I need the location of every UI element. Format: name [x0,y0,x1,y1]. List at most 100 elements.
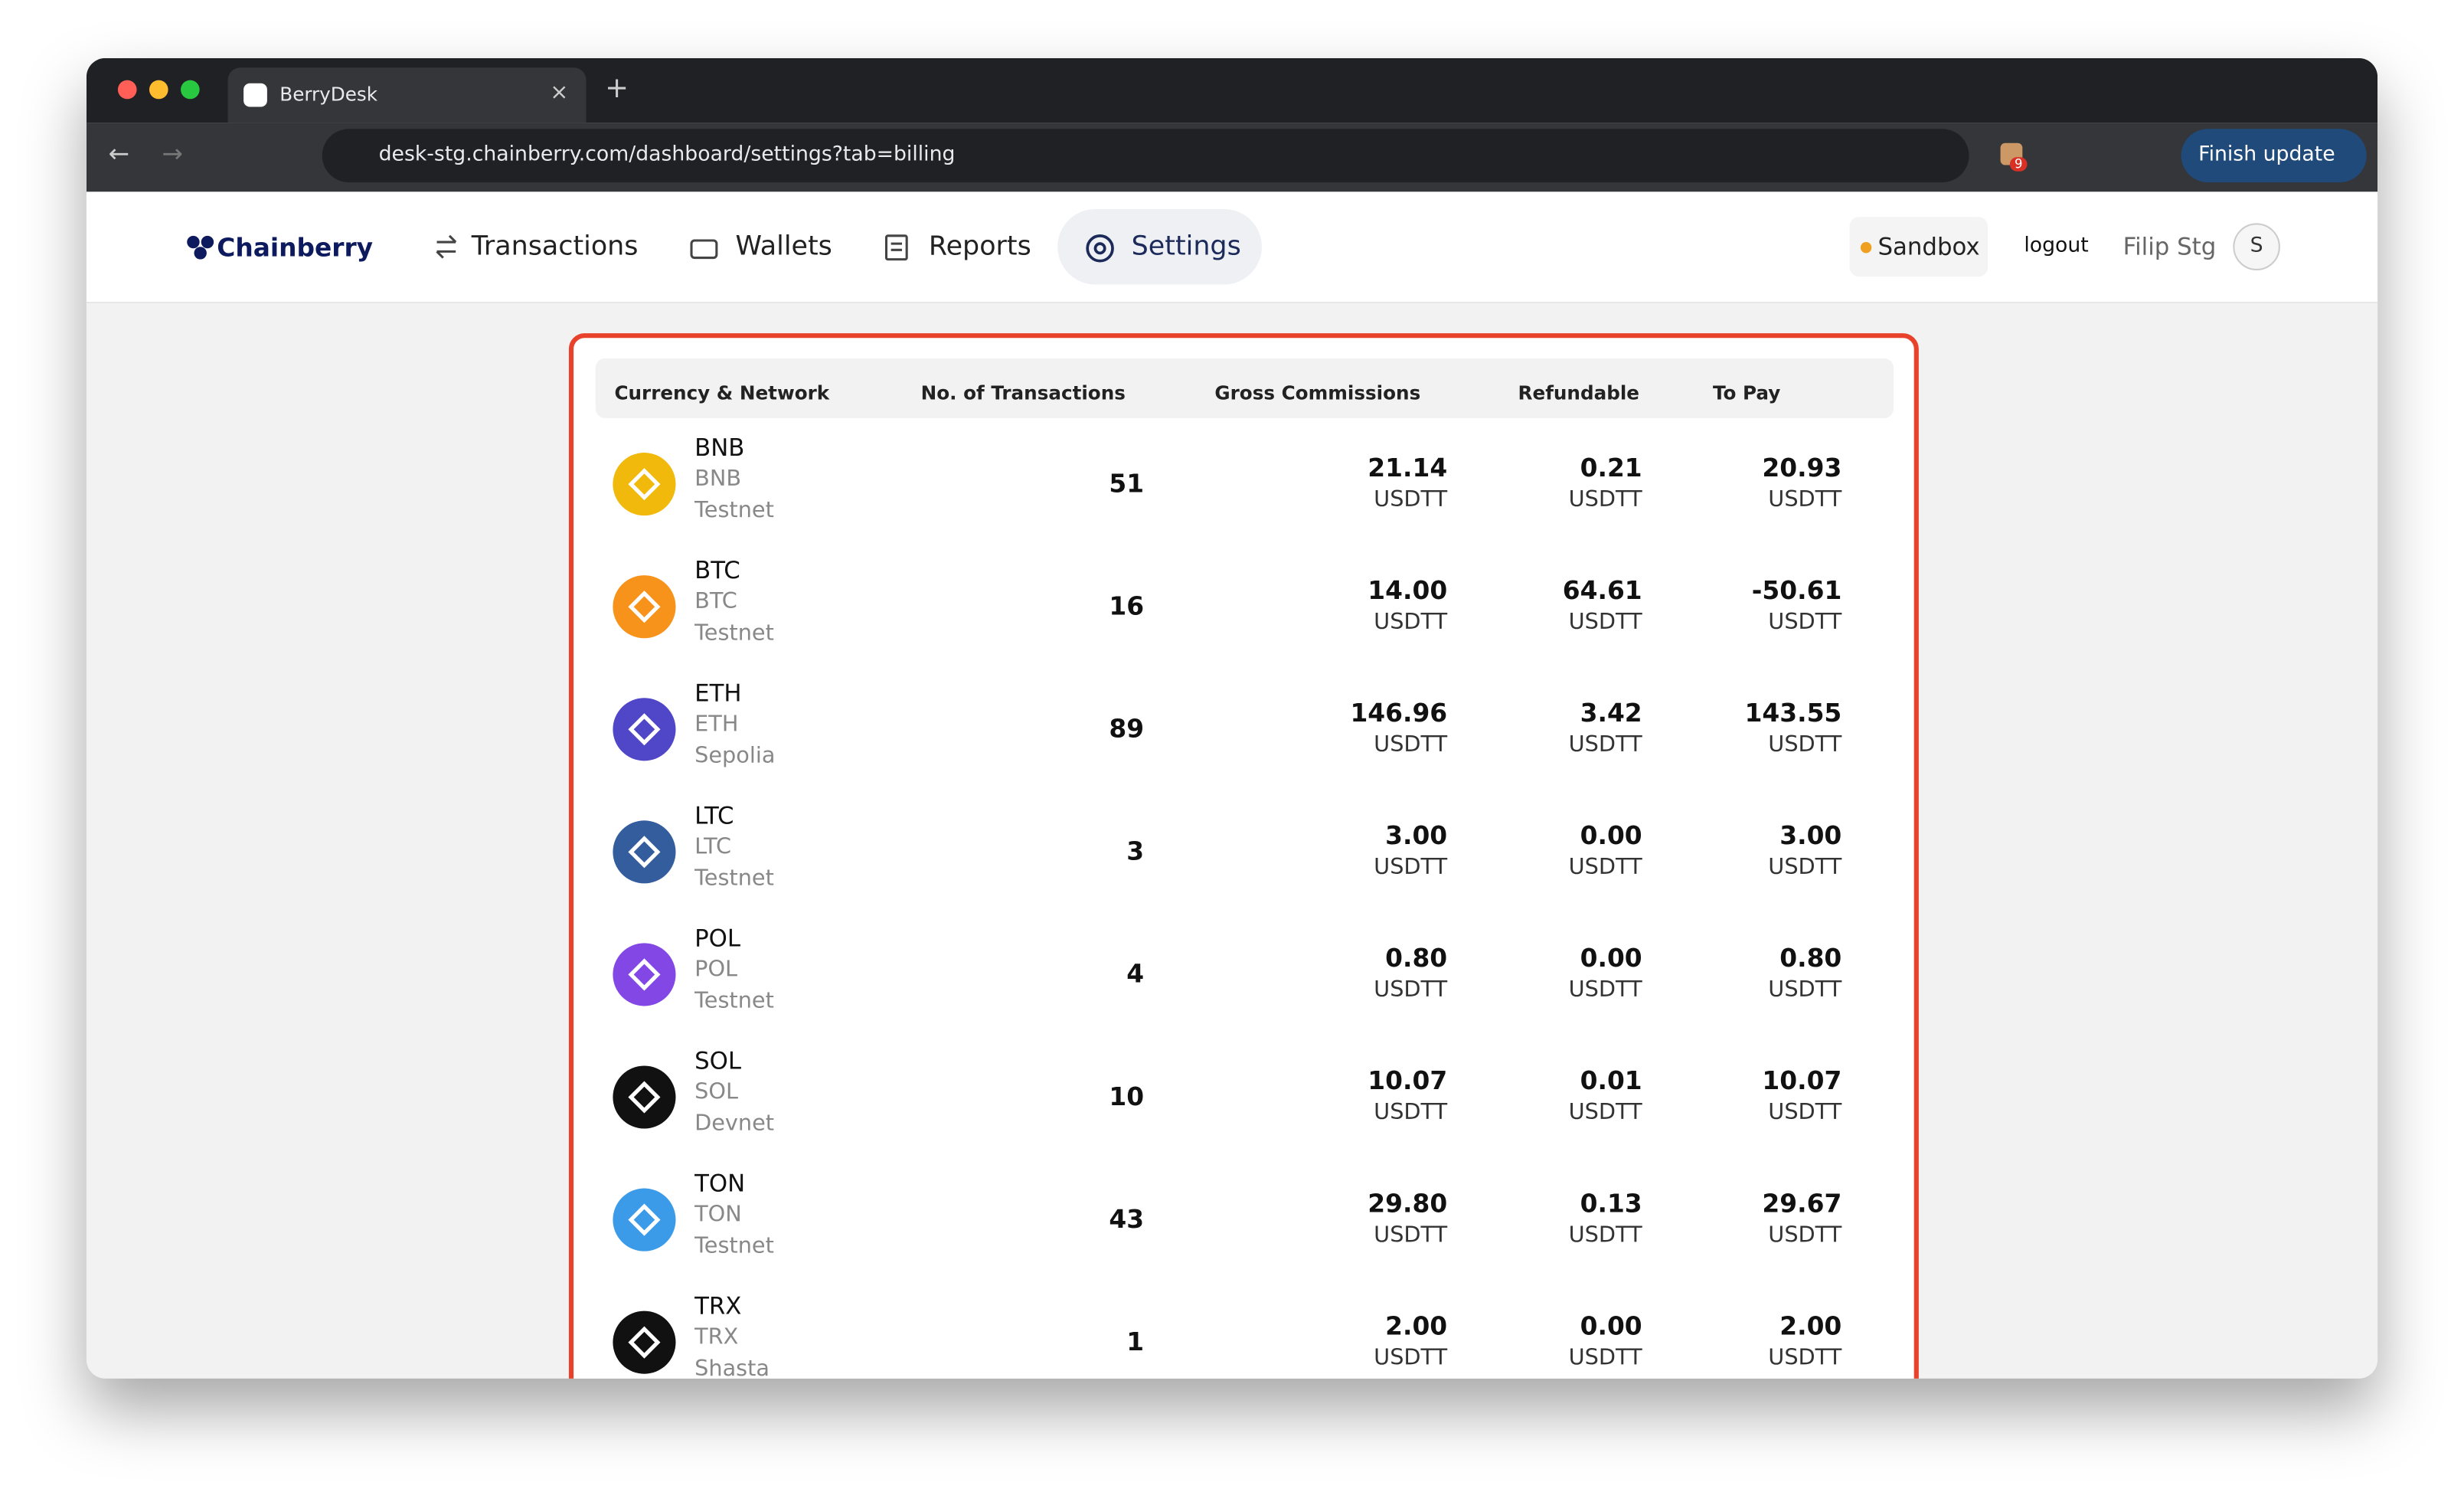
to_pay: 0.80 [1779,943,1842,973]
gross: 146.96 [1350,698,1448,728]
network: Sepolia [694,743,776,769]
to_pay-unit: USDTT [1768,855,1842,881]
refundable-unit: USDTT [1568,487,1642,513]
currency-symbol: SOL [694,1079,739,1105]
currency-name: ETH [694,679,742,708]
env-badge[interactable]: Sandbox [1849,217,1989,277]
to_pay: 20.93 [1762,453,1842,483]
transactions: 10 [1109,1081,1145,1111]
update-button[interactable]: Finish update [2181,129,2367,183]
refundable: 0.00 [1580,943,1642,973]
gross: 2.00 [1385,1310,1448,1341]
currency-icon [613,453,676,516]
gross-unit: USDTT [1374,732,1448,758]
browser-window: BerryDesk × + ← → desk-stg.chainberry.co… [86,57,2378,1379]
currency-name: TON [694,1169,746,1198]
icon-glyph [628,591,661,623]
transactions: 43 [1109,1204,1145,1235]
column-header: To Pay [1713,381,1781,404]
network: Testnet [694,498,774,524]
currency-icon [613,1188,676,1252]
close-dot[interactable] [117,80,137,100]
env-label: Sandbox [1877,232,1980,261]
to_pay: 143.55 [1744,698,1842,728]
network: Testnet [694,1234,774,1259]
billing-card: Currency & Network No. of Transactions G… [568,333,1919,1379]
refundable-unit: USDTT [1568,977,1642,1003]
icon-glyph [628,468,661,501]
address-bar[interactable]: desk-stg.chainberry.com/dashboard/settin… [322,129,1969,183]
icon-glyph [628,1081,661,1114]
min-dot[interactable] [149,80,168,100]
nav-icon [1086,234,1114,263]
refundable-unit: USDTT [1568,732,1642,758]
back[interactable]: ← [108,138,130,169]
gross: 0.80 [1385,943,1448,973]
gross-unit: USDTT [1374,1222,1448,1248]
to_pay-unit: USDTT [1768,1100,1842,1126]
transactions: 4 [1126,958,1145,989]
gross-unit: USDTT [1374,487,1448,513]
transactions: 3 [1126,836,1145,866]
favicon [243,83,267,107]
column-header: Refundable [1518,381,1639,404]
currency-name: BNB [694,434,745,463]
network: Testnet [694,620,774,646]
to_pay: 3.00 [1779,820,1842,851]
transactions: 16 [1109,591,1145,621]
nav-item[interactable]: Settings [1131,231,1241,263]
network: Devnet [694,1111,775,1137]
gross: 10.07 [1368,1065,1448,1096]
to_pay: 29.67 [1762,1188,1842,1219]
refundable: 0.13 [1580,1188,1642,1219]
gross-unit: USDTT [1374,610,1448,636]
max-dot[interactable] [181,80,200,100]
currency-symbol: ETH [694,712,739,738]
to_pay: 10.07 [1762,1065,1842,1096]
user-name: Filip Stg [2123,232,2217,261]
url: desk-stg.chainberry.com/dashboard/settin… [378,142,956,167]
nav-item[interactable]: Transactions [471,231,639,263]
currency-symbol: TON [694,1202,742,1228]
network: Shasta [694,1356,770,1379]
tab[interactable]: BerryDesk × [227,67,587,123]
transactions: 51 [1109,468,1145,499]
refundable-unit: USDTT [1568,1100,1642,1126]
logo[interactable]: Chainberry [217,232,374,263]
currency-symbol: BNB [694,466,742,492]
currency-icon [613,575,676,639]
new-tab[interactable]: + [605,72,629,106]
nav-item[interactable]: Reports [928,231,1031,263]
to_pay-unit: USDTT [1768,487,1842,513]
forward[interactable]: → [162,138,183,169]
tab-title: BerryDesk [279,83,377,106]
currency-icon [613,820,676,884]
refundable-unit: USDTT [1568,610,1642,636]
to_pay: -50.61 [1751,575,1842,606]
to_pay-unit: USDTT [1768,1222,1842,1248]
avatar[interactable]: S [2233,223,2280,270]
tab-close[interactable]: × [550,80,569,106]
currency-icon [613,943,676,1006]
icon-glyph [628,1203,661,1236]
transactions: 89 [1109,713,1145,744]
currency-symbol: BTC [694,589,737,615]
icon-glyph [628,713,661,746]
logout[interactable]: logout [2024,234,2089,258]
extension-badge: 9 [2009,157,2028,172]
nav-icon [436,234,457,259]
refundable-unit: USDTT [1568,855,1642,881]
to_pay-unit: USDTT [1768,977,1842,1003]
nav-icon [884,234,908,261]
column-header: No. of Transactions [920,381,1126,404]
nav-item[interactable]: Wallets [735,231,832,263]
icon-glyph [628,836,661,869]
column-header: Gross Commissions [1214,381,1421,404]
gross-unit: USDTT [1374,977,1448,1003]
network: Testnet [694,865,774,892]
refundable-unit: USDTT [1568,1345,1642,1371]
icon-glyph [628,958,661,991]
currency-icon [613,698,676,761]
logo-mark [187,235,214,260]
